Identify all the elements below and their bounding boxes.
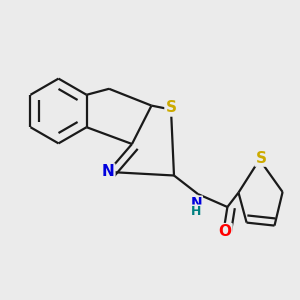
Text: S: S (256, 151, 266, 166)
Text: N: N (191, 196, 202, 210)
Text: O: O (218, 224, 232, 239)
Text: S: S (166, 100, 176, 116)
Text: N: N (102, 164, 114, 179)
Text: H: H (191, 205, 202, 218)
